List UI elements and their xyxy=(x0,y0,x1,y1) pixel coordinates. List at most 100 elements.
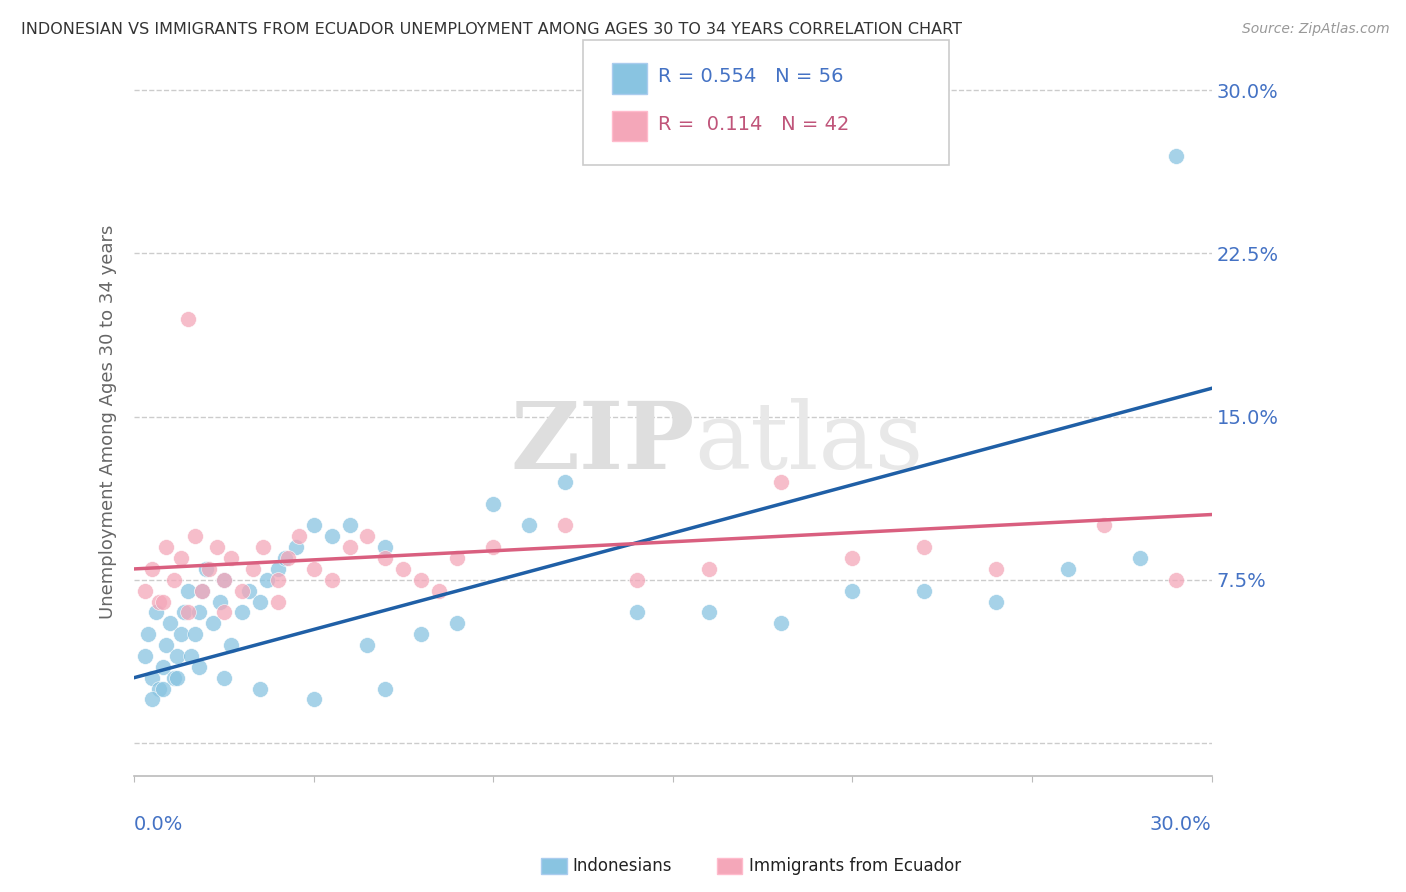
Point xyxy=(482,540,505,554)
Point xyxy=(219,638,242,652)
Text: R = 0.554   N = 56: R = 0.554 N = 56 xyxy=(658,67,844,87)
Point xyxy=(231,583,253,598)
Point xyxy=(374,551,396,566)
Point xyxy=(321,573,343,587)
Point xyxy=(411,627,433,641)
Text: Immigrants from Ecuador: Immigrants from Ecuador xyxy=(749,857,962,875)
Point xyxy=(212,573,235,587)
Point xyxy=(252,540,274,554)
Point xyxy=(148,594,170,608)
Text: Source: ZipAtlas.com: Source: ZipAtlas.com xyxy=(1241,22,1389,37)
Point xyxy=(392,562,415,576)
Point xyxy=(841,551,863,566)
Point xyxy=(1092,518,1115,533)
Point xyxy=(256,573,278,587)
Point xyxy=(212,573,235,587)
Point xyxy=(374,540,396,554)
Point xyxy=(841,583,863,598)
Point xyxy=(152,660,174,674)
Point xyxy=(697,562,720,576)
Point xyxy=(339,518,361,533)
Point xyxy=(1164,148,1187,162)
Point xyxy=(187,660,209,674)
Point xyxy=(482,497,505,511)
Point xyxy=(184,627,207,641)
Point xyxy=(697,606,720,620)
Point xyxy=(427,583,450,598)
Point xyxy=(267,562,290,576)
Y-axis label: Unemployment Among Ages 30 to 34 years: Unemployment Among Ages 30 to 34 years xyxy=(100,225,117,619)
Point xyxy=(184,529,207,543)
Point xyxy=(177,606,200,620)
Point xyxy=(1164,573,1187,587)
Point xyxy=(148,681,170,696)
Point xyxy=(984,594,1007,608)
Point xyxy=(1129,551,1152,566)
Point xyxy=(177,311,200,326)
Point xyxy=(180,648,202,663)
Point xyxy=(238,583,260,598)
Point xyxy=(141,692,163,706)
Text: Indonesians: Indonesians xyxy=(572,857,672,875)
Point xyxy=(212,606,235,620)
Point xyxy=(205,540,228,554)
Point xyxy=(219,551,242,566)
Point xyxy=(141,562,163,576)
Point xyxy=(191,583,214,598)
Point xyxy=(194,562,217,576)
Text: INDONESIAN VS IMMIGRANTS FROM ECUADOR UNEMPLOYMENT AMONG AGES 30 TO 34 YEARS COR: INDONESIAN VS IMMIGRANTS FROM ECUADOR UN… xyxy=(21,22,962,37)
Point xyxy=(446,551,468,566)
Text: ZIP: ZIP xyxy=(510,399,695,488)
Point xyxy=(166,671,188,685)
Point xyxy=(134,648,156,663)
Point xyxy=(170,627,193,641)
Point xyxy=(288,529,311,543)
Point xyxy=(134,583,156,598)
Point xyxy=(141,671,163,685)
Point xyxy=(152,594,174,608)
Point xyxy=(769,616,792,631)
Point xyxy=(984,562,1007,576)
Point xyxy=(321,529,343,543)
Text: 0.0%: 0.0% xyxy=(134,814,183,833)
Point xyxy=(302,518,325,533)
Point xyxy=(242,562,264,576)
Point xyxy=(155,638,177,652)
Point xyxy=(249,594,271,608)
Point xyxy=(302,692,325,706)
Point xyxy=(166,648,188,663)
Point xyxy=(411,573,433,587)
Point xyxy=(284,540,307,554)
Text: R =  0.114   N = 42: R = 0.114 N = 42 xyxy=(658,115,849,135)
Point xyxy=(267,573,290,587)
Point xyxy=(162,671,184,685)
Point xyxy=(152,681,174,696)
Point xyxy=(209,594,232,608)
Point xyxy=(302,562,325,576)
Point xyxy=(177,583,200,598)
Text: 30.0%: 30.0% xyxy=(1150,814,1212,833)
Point xyxy=(912,540,935,554)
Point xyxy=(138,627,160,641)
Point xyxy=(191,583,214,598)
Point xyxy=(187,606,209,620)
Point xyxy=(202,616,225,631)
Point xyxy=(517,518,540,533)
Point xyxy=(267,594,290,608)
Point xyxy=(356,638,378,652)
Point xyxy=(554,475,576,489)
Point xyxy=(212,671,235,685)
Point xyxy=(1057,562,1080,576)
Point xyxy=(162,573,184,587)
Point xyxy=(159,616,181,631)
Point xyxy=(554,518,576,533)
Point xyxy=(173,606,195,620)
Point xyxy=(155,540,177,554)
Point xyxy=(249,681,271,696)
Point xyxy=(339,540,361,554)
Point xyxy=(277,551,299,566)
Point xyxy=(626,573,648,587)
Point xyxy=(145,606,167,620)
Point xyxy=(356,529,378,543)
Point xyxy=(626,606,648,620)
